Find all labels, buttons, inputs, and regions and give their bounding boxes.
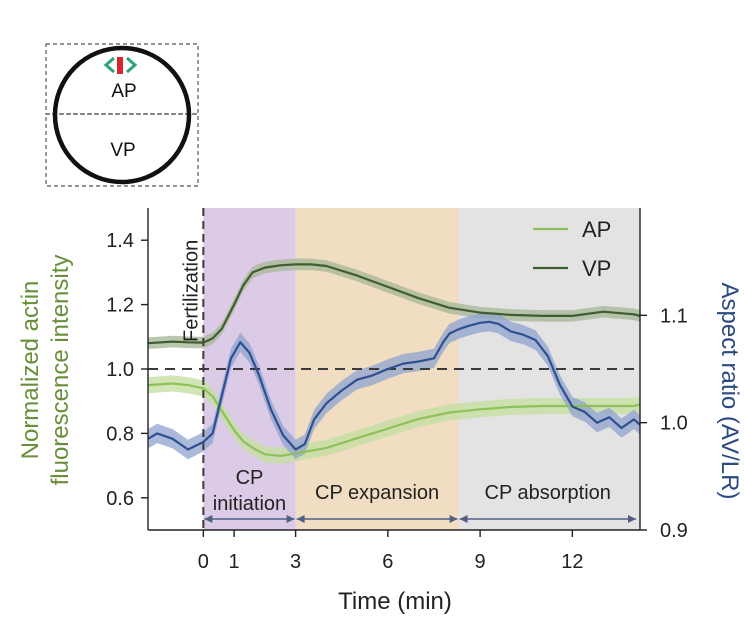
aspect-ratio-line [147, 320, 641, 451]
left-axis-label-line: fluorescence intensity [47, 255, 74, 486]
x-tick-label: 3 [290, 551, 301, 573]
y-right-tick-label: 0.9 [660, 520, 688, 542]
phase-labels: CP initiation CP expansion CP absorption [213, 467, 611, 515]
vp-line [147, 263, 641, 345]
inset-vp-label: VP [110, 140, 135, 161]
x-tick-label: 1 [229, 551, 240, 573]
tick-labels: 0 1 3 6 9 12 0.6 0.8 1.0 1.2 1.4 0.9 1.0 1.1 [106, 230, 688, 573]
y-left-tick-label: 0.8 [106, 423, 134, 445]
inset-red-marker [117, 57, 123, 74]
phase-arrow-3 [459, 515, 636, 523]
ap-line [147, 382, 641, 457]
right-axis-label: Aspect ratio (AV/LR) [716, 283, 743, 500]
svg-text:AP: AP [582, 217, 611, 242]
phase-label-3: CP absorption [485, 482, 611, 504]
legend-item-ap: AP [533, 217, 611, 242]
phase-arrow-2 [296, 515, 458, 523]
ap-band [148, 375, 640, 464]
legend-item-vp: VP [533, 256, 611, 281]
phase-label-2: CP expansion [315, 482, 439, 504]
x-axis-label: Time (min) [338, 588, 452, 615]
y-left-tick-label: 1.2 [106, 295, 134, 317]
phase-label-1: CP initiation [213, 467, 286, 515]
inset-ap-label: AP [111, 81, 136, 102]
inset-ap-box [45, 43, 199, 115]
phase-arrow-1 [204, 515, 295, 523]
series-lines [147, 263, 641, 457]
x-tick-label: 12 [561, 551, 583, 573]
axes [141, 208, 647, 537]
vp-band [148, 258, 640, 349]
fertilization-label: Fertilization [180, 240, 202, 342]
x-tick-label: 9 [475, 551, 486, 573]
inset-left-chevron [103, 56, 115, 74]
embryo-inset: AP VP [45, 43, 199, 187]
y-right-tick-label: 1.0 [660, 413, 688, 435]
chart: Fertilization CP initiation CP expansion CP… [17, 208, 743, 615]
y-right-tick-label: 1.1 [660, 305, 688, 327]
svg-text:VP: VP [582, 256, 611, 281]
phase-arrows [204, 515, 636, 523]
y-left-tick-label: 0.6 [106, 488, 134, 510]
y-left-tick-label: 1.4 [106, 230, 134, 252]
inset-right-chevron [126, 56, 138, 74]
y-left-tick-label: 1.0 [106, 359, 134, 381]
embryo-outline [52, 45, 192, 185]
x-tick-label: 0 [198, 551, 209, 573]
left-axis-label: Normalized actin fluorescence intensity [17, 255, 74, 486]
left-axis-label-line: Normalized actin [17, 281, 44, 460]
legend: AP VP [533, 217, 611, 281]
x-tick-label: 6 [382, 551, 393, 573]
